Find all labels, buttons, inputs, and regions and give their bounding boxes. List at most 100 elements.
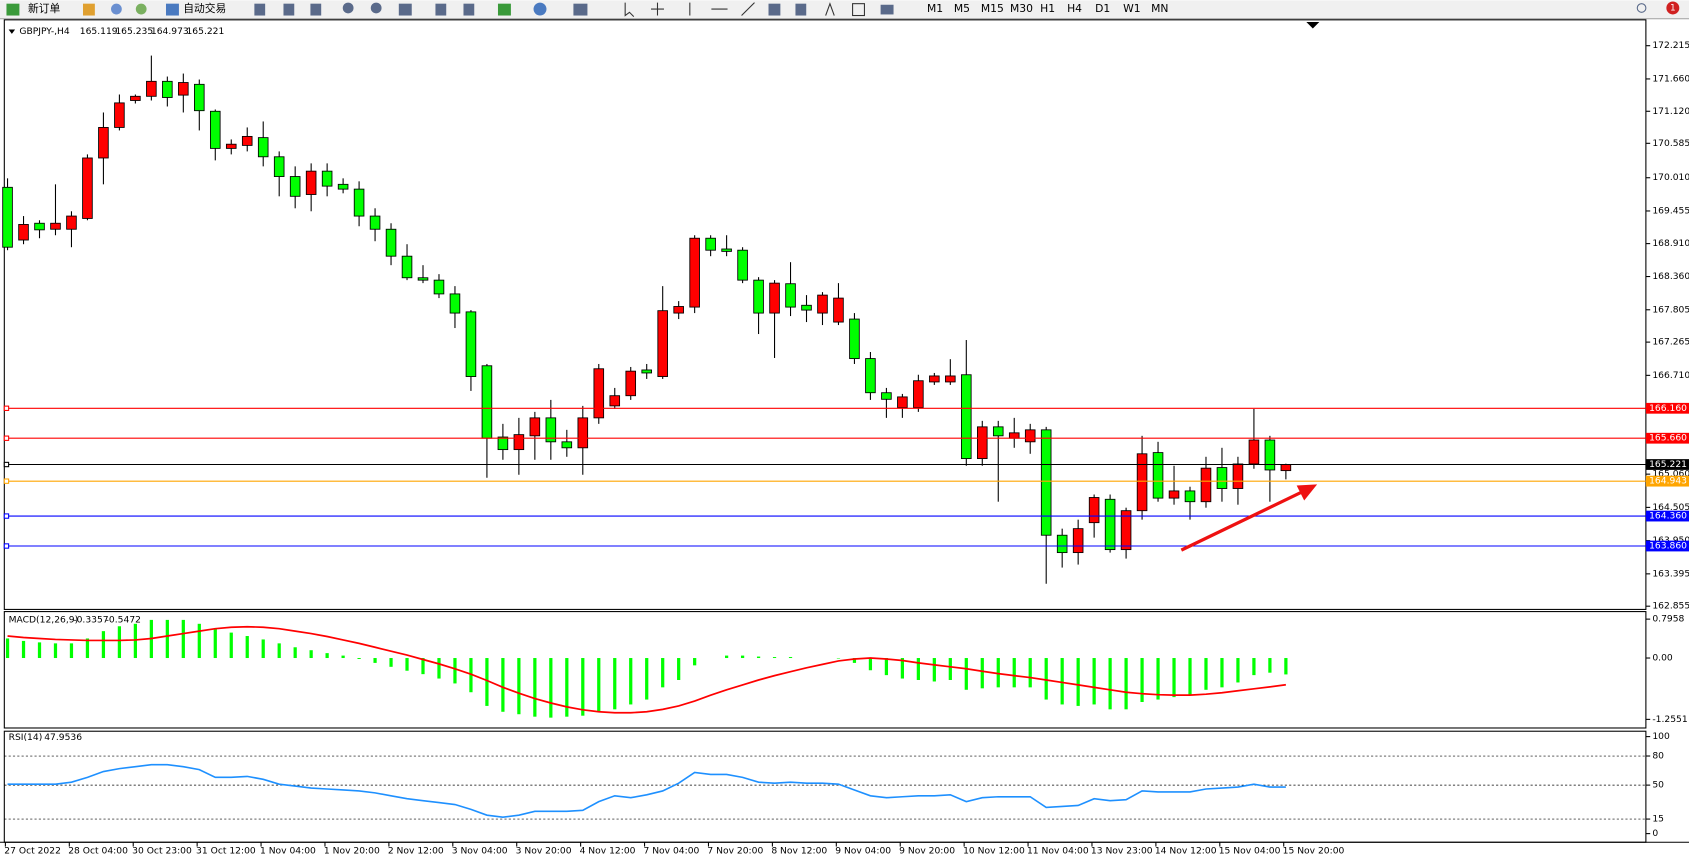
- candle-body: [18, 224, 29, 241]
- tool-icon[interactable]: [573, 3, 588, 16]
- candle-body: [1104, 498, 1116, 551]
- candle-body: [897, 396, 908, 409]
- chart-tools: [254, 2, 1647, 17]
- x-tick-label: 9 Nov 04:00: [835, 845, 891, 856]
- price-level-tag: [1645, 540, 1689, 552]
- tool-icon[interactable]: [135, 3, 147, 15]
- candle-body: [209, 110, 221, 149]
- x-tick-label: 13 Nov 23:00: [1091, 845, 1153, 856]
- price-level-handle: [3, 405, 10, 411]
- candle-body: [369, 215, 381, 230]
- tool-icon[interactable]: [533, 2, 547, 16]
- tool-icon[interactable]: [254, 3, 266, 16]
- timeframe-button[interactable]: M30: [1010, 2, 1033, 15]
- price-level-handle: [3, 513, 10, 519]
- candle-body: [737, 249, 748, 281]
- candle-body: [1200, 467, 1212, 503]
- candle-body: [146, 80, 157, 97]
- x-tick-label: 31 Oct 12:00: [196, 845, 256, 856]
- timeframe-button[interactable]: H1: [1040, 2, 1055, 15]
- candle-body: [992, 426, 1004, 437]
- toolbar: 新订单 自动交易: [0, 0, 1689, 20]
- candle-body: [561, 441, 573, 449]
- price-level-handle: [3, 478, 10, 484]
- ohlc-value: 165.119: [80, 26, 118, 37]
- tool-icon[interactable]: [880, 4, 894, 15]
- new-order-icon[interactable]: [6, 3, 20, 16]
- search-icon[interactable]: [1636, 3, 1647, 13]
- trendline-tool[interactable]: [741, 2, 755, 16]
- candle-body: [2, 186, 13, 248]
- price-level-label: 165.660: [1649, 433, 1687, 444]
- candle-body: [162, 80, 173, 98]
- candle-body: [385, 228, 397, 257]
- timeframe-button[interactable]: M1: [927, 2, 943, 15]
- x-tick-label: 10 Nov 12:00: [963, 845, 1025, 856]
- timeframe-button[interactable]: H4: [1067, 2, 1082, 15]
- candle-body: [98, 127, 109, 159]
- chart-shift-marker: [1306, 21, 1320, 29]
- indicator-title: MACD(12,26,9): [9, 615, 79, 626]
- x-tick-label: 28 Oct 04:00: [68, 845, 128, 856]
- macd-signal: [7, 625, 1286, 714]
- timeframe-button[interactable]: MN: [1151, 2, 1168, 15]
- cursor-tool[interactable]: [624, 2, 635, 17]
- tool-icon[interactable]: [768, 3, 781, 16]
- candle-body: [881, 392, 892, 400]
- tool-icon[interactable]: [111, 3, 122, 15]
- price-level-label: 166.160: [1649, 403, 1687, 414]
- timeframe-button[interactable]: M15: [981, 2, 1004, 15]
- zoom-in[interactable]: [342, 2, 354, 14]
- symbol-menu-arrow: [8, 29, 16, 34]
- annotations: [8, 21, 1320, 552]
- new-order-button[interactable]: 新订单: [28, 2, 61, 15]
- x-tick-label: 7 Nov 04:00: [643, 845, 699, 856]
- auto-trading-button[interactable]: 自动交易: [183, 2, 226, 15]
- auto-trading-icon[interactable]: [165, 3, 179, 16]
- tool-icon[interactable]: [463, 3, 475, 16]
- notification-badge[interactable]: [1666, 1, 1680, 15]
- y-tick-label: 169.455: [1652, 205, 1689, 216]
- tool-icon[interactable]: [497, 3, 511, 16]
- price-level-handle: [3, 543, 10, 549]
- candle-body: [785, 283, 796, 308]
- candle-body: [817, 294, 828, 314]
- tool-icon[interactable]: [435, 3, 447, 16]
- candle-body: [66, 215, 77, 230]
- x-tick-label: 15 Nov 04:00: [1219, 845, 1281, 856]
- label-tool[interactable]: [852, 3, 865, 17]
- tool-icon[interactable]: [310, 3, 322, 16]
- timeframe-button[interactable]: D1: [1095, 2, 1110, 15]
- zoom-out[interactable]: [370, 2, 382, 14]
- price-level-tag: [1645, 475, 1689, 487]
- text-tool[interactable]: [825, 2, 835, 16]
- indicator-value: -0.3357: [73, 615, 109, 626]
- tool-icon[interactable]: [398, 3, 412, 16]
- tool-icon[interactable]: [82, 3, 95, 16]
- y-tick-label: 0.00: [1652, 653, 1673, 664]
- x-tick-label: 3 Nov 04:00: [452, 845, 508, 856]
- timeframe-button[interactable]: M5: [954, 2, 970, 15]
- y-tick-label: 168.360: [1652, 271, 1689, 282]
- x-tick-label: 14 Nov 12:00: [1155, 845, 1217, 856]
- candle-body: [114, 102, 125, 128]
- candle-body: [849, 318, 860, 360]
- candle-body: [401, 255, 413, 279]
- tool-icon[interactable]: [795, 3, 807, 16]
- y-tick-label: 171.120: [1652, 106, 1689, 117]
- candle-body: [481, 365, 493, 439]
- timeframe-button[interactable]: W1: [1123, 2, 1141, 15]
- price-level-label: 165.221: [1649, 459, 1687, 470]
- tool-icon[interactable]: [283, 3, 295, 16]
- crosshair-tool[interactable]: [651, 2, 664, 16]
- candle-body: [625, 370, 637, 397]
- y-tick-label: 170.585: [1652, 138, 1689, 149]
- trend-arrow: [1180, 490, 1303, 552]
- candle-body: [1264, 439, 1276, 471]
- candle-body: [1216, 467, 1228, 489]
- candle-body: [1232, 463, 1244, 489]
- candle-body: [593, 368, 605, 419]
- y-tick-label: 166.710: [1652, 370, 1689, 381]
- ohlc-value: 165.221: [186, 26, 224, 37]
